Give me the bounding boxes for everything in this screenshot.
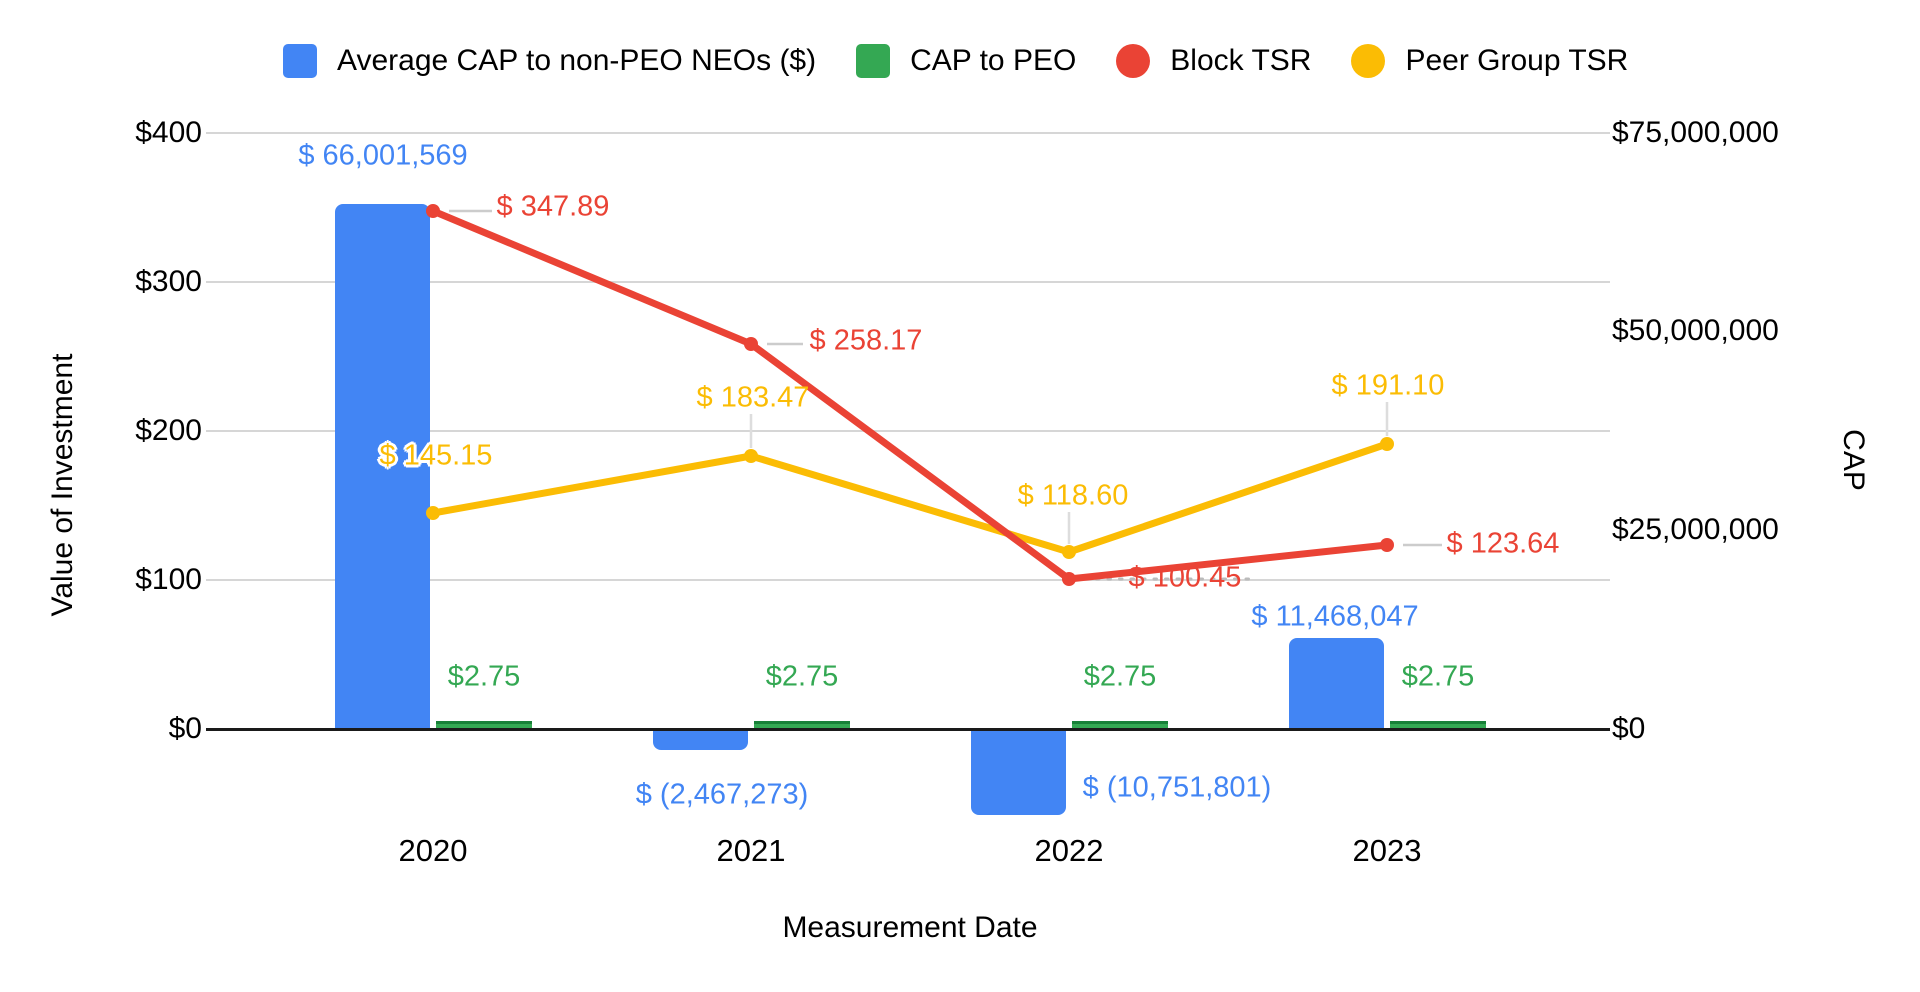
peer-group-tsr-line [429,440,1391,556]
right-axis-tick-0: $0 [1612,712,1646,745]
gridline-300 [206,281,1610,283]
x-axis-baseline [206,728,1610,731]
peer-tsr-point-2023 [1380,437,1394,451]
peer-tsr-point-2022 [1062,545,1076,559]
legend-label: Average CAP to non-PEO NEOs ($) [337,44,817,77]
blue-square-swatch-icon [283,44,317,78]
legend-item-avg-cap-non-peo: Average CAP to non-PEO NEOs ($) [283,44,816,78]
label-cap-peo-2023: $2.75 [1401,660,1475,693]
legend: Average CAP to non-PEO NEOs ($) CAP to P… [283,44,1628,78]
bar-avg-cap-2022 [971,730,1066,815]
block-tsr-point-2021 [744,337,758,351]
gridline-400 [206,132,1610,134]
x-axis-label-2020: 2020 [398,833,468,868]
block-tsr-point-2020 [426,204,440,218]
x-axis-label-2023: 2023 [1352,833,1422,868]
legend-item-block-tsr: Block TSR [1116,44,1311,78]
bar-cap-peo-2020 [436,721,532,729]
legend-item-cap-to-peo: CAP to PEO [856,44,1076,78]
label-peer-tsr-2022: $ 118.60 [1017,479,1129,512]
block-tsr-point-2023 [1380,538,1394,552]
yellow-circle-swatch-icon [1351,44,1386,78]
gridline-100 [206,579,1610,581]
red-circle-swatch-icon [1116,44,1151,78]
x-axis-title: Measurement Date [782,911,1038,944]
legend-label: Block TSR [1170,44,1312,77]
gridline-200 [206,430,1610,432]
label-block-tsr-2020: $ 347.89 [496,190,610,223]
label-peer-tsr-2023: $ 191.10 [1331,369,1445,402]
bar-cap-peo-2021 [754,721,850,729]
x-axis-label-2021: 2021 [716,833,786,868]
label-cap-peo-2020: $2.75 [447,660,521,693]
peer-tsr-point-2021 [744,449,758,463]
legend-item-peer-group-tsr: Peer Group TSR [1351,44,1628,78]
bar-avg-cap-2023 [1289,638,1384,729]
label-peer-tsr-2021: $ 183.47 [696,381,810,414]
right-axis-title: CAP [1837,429,1870,491]
label-avg-cap-2022: $ (10,751,801) [1082,771,1272,804]
left-axis-tick-300: $300 [135,265,202,298]
x-axis-label-2022: 2022 [1034,833,1104,868]
label-cap-peo-2022: $2.75 [1083,660,1157,693]
left-axis-title: Value of Investment [46,353,79,617]
bar-avg-cap-2020 [335,204,430,729]
bar-cap-peo-2023 [1390,721,1486,729]
label-cap-peo-2021: $2.75 [765,660,839,693]
legend-label: CAP to PEO [910,44,1077,77]
label-block-tsr-2023: $ 123.64 [1446,527,1560,560]
bar-cap-peo-2022 [1072,721,1168,729]
left-axis-tick-100: $100 [135,563,202,596]
legend-label: Peer Group TSR [1405,44,1629,77]
green-square-swatch-icon [856,44,891,78]
label-block-tsr-2021: $ 258.17 [809,324,923,357]
right-axis-tick-25m: $25,000,000 [1612,513,1779,546]
bar-avg-cap-2021 [653,730,748,750]
left-axis-tick-200: $200 [135,414,202,447]
right-axis-tick-50m: $50,000,000 [1612,314,1779,347]
label-avg-cap-2020: $ 66,001,569 [298,139,468,172]
right-axis-tick-75m: $75,000,000 [1612,116,1779,149]
label-avg-cap-2023: $ 11,468,047 [1251,600,1419,633]
label-block-tsr-2022: $ 100.45 [1128,561,1242,594]
block-tsr-line [429,207,1391,583]
label-peer-tsr-2020: $ 145.15 [379,439,493,472]
left-axis-tick-400: $400 [135,116,202,149]
block-tsr-point-2022 [1062,572,1076,586]
label-avg-cap-2021: $ (2,467,273) [635,778,809,811]
peer-tsr-point-2020 [426,506,440,520]
left-axis-tick-0: $0 [168,712,202,745]
